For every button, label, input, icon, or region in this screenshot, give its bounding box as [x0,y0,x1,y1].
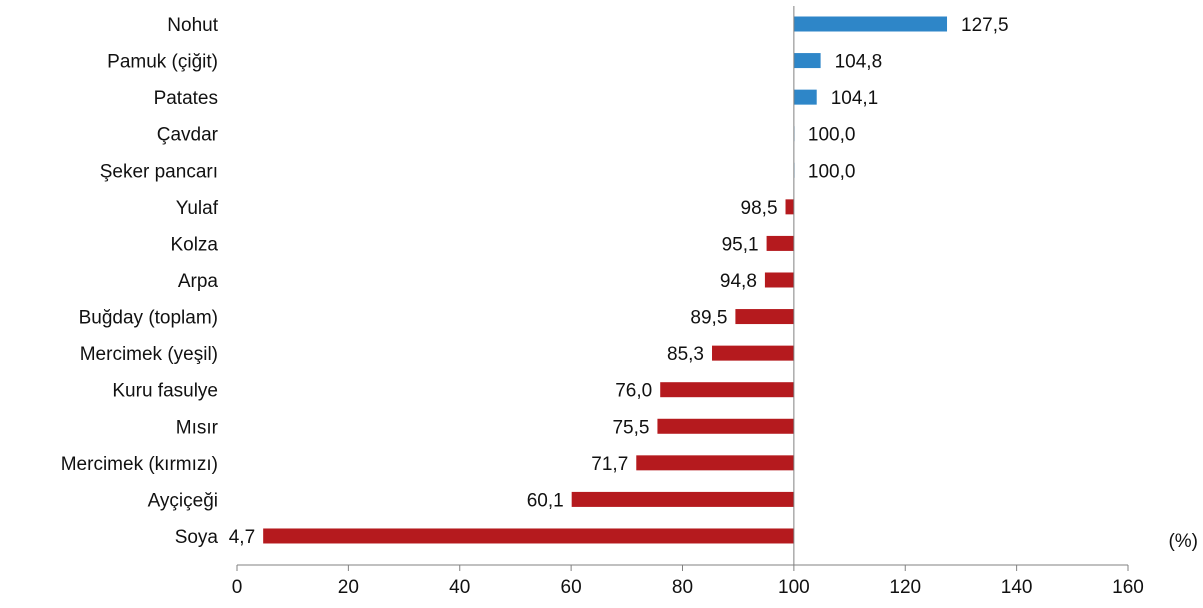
x-tick-label-1: 20 [338,577,359,598]
value-label-12: 71,7 [591,454,628,475]
value-label-3: 100,0 [808,125,856,146]
bar-2 [793,89,817,105]
category-label-14: Soya [175,527,219,548]
x-tick-label-3: 60 [561,577,582,598]
value-label-7: 94,8 [720,271,757,292]
x-tick-label-4: 80 [672,577,693,598]
bar-10 [660,382,794,398]
category-label-7: Arpa [178,271,219,292]
value-labels: 127,5 104,8 104,1 100,0 100,0 98,5 95,1 94,8 89,… [229,15,1009,548]
bar-14 [263,528,794,544]
unit-label: (%) [1168,531,1198,552]
category-label-1: Pamuk (çiğit) [107,52,218,73]
category-label-12: Mercimek (kırmızı) [61,454,218,475]
value-label-0: 127,5 [961,15,1009,36]
bar-13 [571,491,794,507]
value-label-5: 98,5 [741,198,778,219]
category-label-5: Yulaf [176,198,219,219]
category-label-6: Kolza [170,234,218,255]
bar-1 [793,53,821,69]
bar-11 [657,418,794,434]
x-tick-label-0: 0 [232,577,243,598]
category-label-0: Nohut [167,15,218,36]
bar-6 [766,235,794,251]
x-tick-label-5: 100 [778,577,810,598]
category-label-8: Buğday (toplam) [79,308,218,329]
value-label-4: 100,0 [808,161,856,182]
bar-0 [793,16,948,32]
category-label-2: Patates [154,88,218,109]
value-label-6: 95,1 [722,234,759,255]
bar-12 [636,455,794,471]
value-label-2: 104,1 [831,88,879,109]
value-label-14: 4,7 [229,527,255,548]
category-label-10: Kuru fasulye [112,381,218,402]
x-tick-label-8: 160 [1112,577,1144,598]
x-tick-label-7: 140 [1001,577,1033,598]
x-tick-label-6: 120 [889,577,921,598]
value-label-8: 89,5 [690,308,727,329]
value-label-13: 60,1 [527,490,564,511]
value-label-10: 76,0 [615,381,652,402]
bar-5 [785,199,794,215]
bar-8 [735,309,794,325]
bar-9 [712,345,794,361]
value-label-1: 104,8 [835,52,883,73]
category-label-4: Şeker pancarı [100,161,218,182]
category-label-11: Mısır [176,417,219,438]
bars-group [263,16,948,544]
bar-7 [764,272,794,288]
category-labels: Nohut Pamuk (çiğit) Patates Çavdar Şeker pan… [61,15,219,548]
category-label-13: Ayçiçeği [148,490,218,511]
x-axis-ticks: 0 20 40 60 80 100 120 140 160 [232,565,1144,598]
category-label-9: Mercimek (yeşil) [80,344,218,365]
value-label-9: 85,3 [667,344,704,365]
x-tick-label-2: 40 [449,577,470,598]
category-label-3: Çavdar [157,125,219,146]
value-label-11: 75,5 [612,417,649,438]
